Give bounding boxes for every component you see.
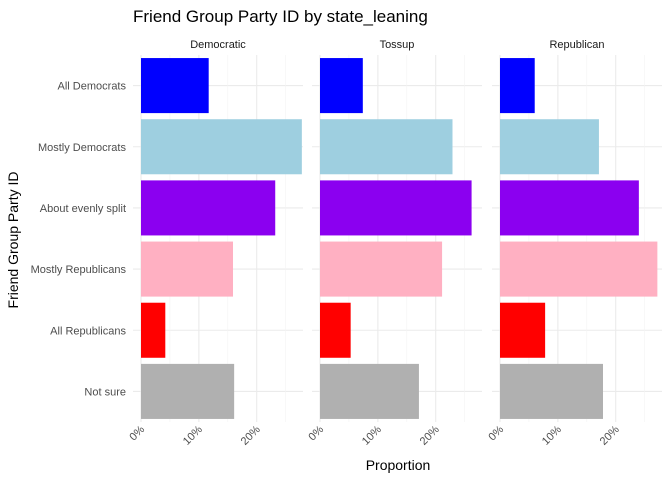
bar [500,180,639,236]
x-tick-label: 0% [306,423,326,443]
bar [141,302,166,358]
facet-strip-label: Democratic [190,39,246,51]
bar [500,241,658,297]
x-tick-label: 20% [598,423,622,447]
facet-strip-label: Tossup [380,39,415,51]
facet-panel: Democratic 0% 10% 20% [127,39,303,448]
x-tick-label: 10% [540,423,564,447]
bar [141,58,209,114]
chart-title: Friend Group Party ID by state_leaning [133,7,428,26]
bar [320,119,453,175]
category-label: All Democrats [58,81,127,93]
category-label: Not sure [84,386,126,398]
bar [141,363,235,419]
facet-strip-label: Republican [549,39,604,51]
bar [320,180,472,236]
bar [320,58,363,114]
bar [500,58,535,114]
x-tick-label: 0% [127,423,147,443]
x-tick-label: 20% [418,423,442,447]
x-tick-label: 10% [181,423,205,447]
x-tick-label: 10% [360,423,384,447]
bar [320,302,351,358]
category-label: Mostly Republicans [31,264,127,276]
category-labels: All Democrats Mostly Democrats About evenl… [31,81,127,399]
bar [500,363,603,419]
x-axis-title: Proportion [366,457,431,473]
x-tick-label: 0% [486,423,506,443]
category-label: About evenly split [40,203,126,215]
bar [500,302,546,358]
x-tick-label: 20% [239,423,263,447]
facet-panel: Tossup 0% 10% 20% [306,39,482,448]
bar [320,363,419,419]
category-label: Mostly Democrats [38,142,127,154]
y-axis-title: Friend Group Party ID [5,172,21,309]
bar [141,119,302,175]
bar [141,241,233,297]
category-label: All Republicans [50,325,126,337]
bar [500,119,599,175]
facet-panel: Republican 0% 10% 20% [486,39,662,448]
bar [141,180,276,236]
bar [320,241,443,297]
